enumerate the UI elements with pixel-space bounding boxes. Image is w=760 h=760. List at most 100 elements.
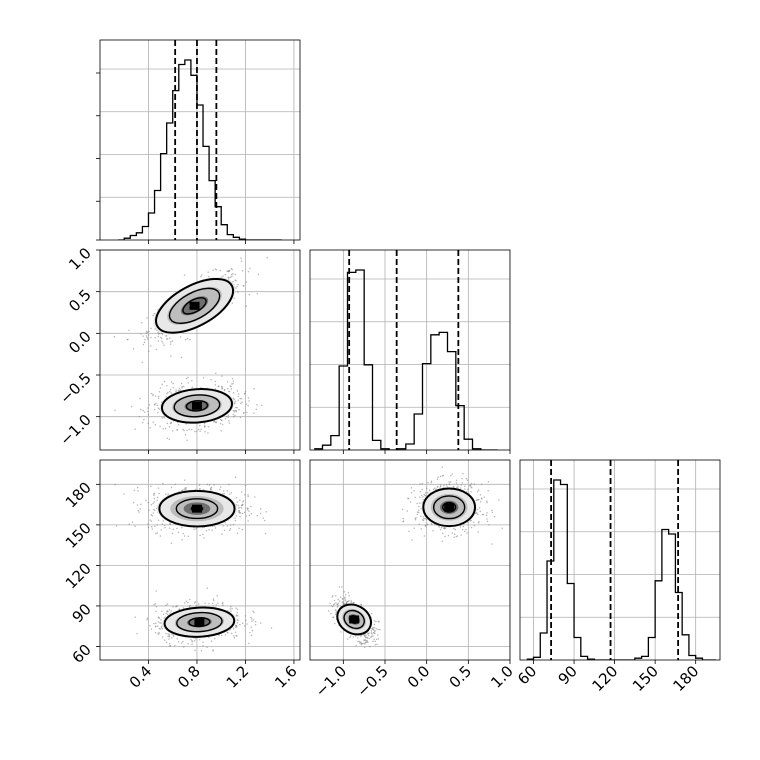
scatter-point: [215, 269, 218, 271]
scatter-point: [191, 428, 193, 431]
scatter-point: [167, 633, 169, 635]
scatter-point: [486, 501, 488, 504]
scatter-point: [193, 602, 196, 604]
scatter-point: [257, 273, 260, 275]
scatter-point: [247, 495, 249, 498]
contour-p1_vs_p2-1-2: [185, 400, 209, 412]
scatter-point: [357, 640, 359, 643]
y-tick-label-p2: −0.5: [56, 369, 94, 407]
contour-p2_vs_p3-1-1: [343, 609, 365, 630]
scatter-point: [166, 422, 169, 425]
scatter-point: [343, 590, 346, 593]
scatter-point: [159, 535, 162, 537]
scatter-point: [155, 622, 157, 625]
scatter-point: [164, 493, 167, 496]
scatter-point: [214, 527, 217, 529]
scatter-point: [240, 491, 243, 493]
scatter-point: [228, 529, 231, 531]
y-tick-label-p2: −1.0: [56, 411, 94, 449]
panel-hist-1-1: [309, 249, 511, 451]
scatter-point: [491, 509, 493, 512]
scatter-point: [369, 645, 371, 648]
scatter-point: [235, 410, 237, 413]
x-tick-label-p2: 0.0: [404, 662, 434, 692]
scatter-point: [167, 635, 169, 638]
scatter-point: [226, 490, 229, 492]
scatter-point: [162, 428, 165, 430]
scatter-point: [227, 388, 229, 390]
scatter-point: [218, 385, 220, 388]
scatter-point: [114, 409, 116, 412]
scatter-point: [337, 602, 340, 605]
scatter-point: [162, 520, 165, 522]
scatter-point: [254, 620, 257, 623]
scatter-point: [231, 377, 234, 380]
scatter-point: [147, 422, 149, 424]
scatter-point: [206, 483, 209, 486]
scatter-point: [347, 591, 350, 594]
scatter-point: [153, 508, 155, 511]
scatter-point: [219, 418, 222, 421]
scatter-point: [183, 274, 186, 276]
scatter-point: [245, 403, 248, 405]
scatter-point: [359, 642, 361, 644]
scatter-point: [221, 602, 224, 605]
scatter-point: [147, 523, 149, 525]
scatter-point: [476, 513, 479, 516]
x-tick-label-p3: 90: [555, 662, 581, 688]
scatter-point: [420, 515, 422, 517]
scatter-point: [172, 635, 175, 637]
scatter-point: [219, 270, 221, 272]
x-tick-label-p1: 0.4: [126, 662, 156, 692]
scatter-point: [237, 283, 239, 286]
scatter-point: [237, 399, 239, 401]
scatter-point: [238, 408, 240, 411]
scatter-point: [220, 430, 222, 432]
contour-p1_vs_p2-0-1: [168, 287, 221, 324]
y-tick-label-p3: 120: [62, 560, 95, 593]
scatter-point: [234, 409, 236, 412]
scatter-point: [150, 520, 153, 522]
scatter-point: [336, 603, 338, 606]
scatter-point: [170, 341, 172, 343]
scatter-point: [201, 274, 203, 276]
scatter-point: [222, 275, 224, 277]
scatter-point: [476, 508, 479, 511]
scatter-point: [232, 280, 234, 283]
scatter-point: [158, 492, 160, 495]
scatter-point: [182, 640, 184, 643]
scatter-point: [248, 514, 251, 517]
scatter-point: [145, 332, 147, 334]
scatter-point: [208, 602, 210, 605]
scatter-point: [250, 512, 253, 515]
scatter-point: [226, 381, 229, 383]
scatter-point: [486, 500, 488, 502]
scatter-point: [265, 511, 268, 513]
scatter-point: [219, 488, 221, 491]
scatter-point: [165, 604, 167, 607]
scatter-point: [455, 479, 458, 482]
scatter-point: [157, 407, 160, 410]
scatter-point: [229, 493, 231, 495]
scatter-point: [155, 348, 158, 351]
scatter-point: [232, 382, 234, 385]
scatter-point: [219, 422, 222, 425]
scatter-point: [236, 532, 239, 534]
scatter-point: [443, 484, 445, 487]
panel-2d-0-1: [99, 249, 301, 451]
scatter-point: [146, 617, 149, 619]
scatter-point: [421, 482, 423, 485]
scatter-point: [486, 518, 488, 520]
scatter-point: [370, 636, 372, 639]
scatter-point: [237, 615, 239, 617]
scatter-point: [228, 483, 230, 486]
scatter-point: [177, 641, 180, 643]
scatter-point: [147, 330, 150, 333]
scatter-point: [157, 331, 159, 334]
scatter-point: [172, 528, 175, 531]
y-tick-label-p3: 150: [62, 519, 95, 552]
scatter-point: [418, 511, 420, 514]
scatter-point: [230, 492, 233, 494]
panel-content: [310, 250, 510, 450]
scatter-point: [240, 260, 243, 262]
